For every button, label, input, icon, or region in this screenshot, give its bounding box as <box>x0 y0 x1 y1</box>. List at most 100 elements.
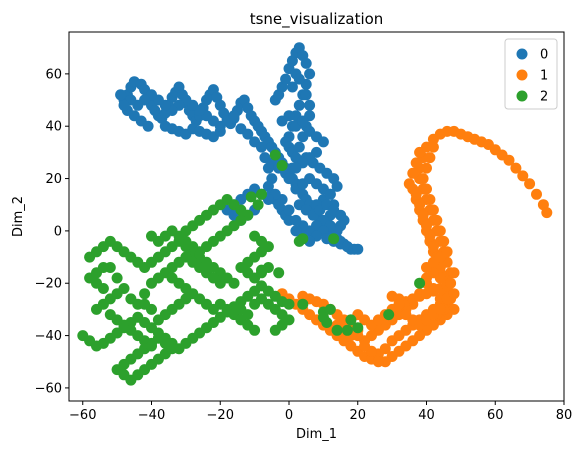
series-2 <box>77 149 426 386</box>
point-series-0 <box>300 89 312 101</box>
x-tick-label: 0 <box>285 408 293 423</box>
point-series-0 <box>290 225 302 237</box>
point-series-0 <box>242 128 254 140</box>
point-series-1 <box>421 220 432 232</box>
point-series-0 <box>290 214 302 226</box>
point-series-1 <box>441 246 453 258</box>
point-series-1 <box>424 230 436 242</box>
point-series-1 <box>438 235 450 247</box>
point-series-1 <box>421 183 432 195</box>
point-series-0 <box>304 68 316 80</box>
plot-frame <box>68 31 565 402</box>
point-series-1 <box>503 154 515 166</box>
point-series-1 <box>445 277 457 289</box>
point-series-1 <box>421 162 432 174</box>
point-series-0 <box>118 99 130 111</box>
x-tick-label: −40 <box>138 408 165 423</box>
point-series-2 <box>317 311 329 323</box>
point-series-0 <box>293 73 305 85</box>
point-series-0 <box>317 136 329 148</box>
point-series-2 <box>383 309 395 321</box>
y-tick-label: −20 <box>35 277 62 292</box>
point-series-0 <box>280 73 292 85</box>
point-series-2 <box>297 298 309 310</box>
point-series-2 <box>283 298 295 310</box>
point-series-2 <box>341 324 353 336</box>
point-series-2 <box>252 199 264 211</box>
y-tick-label: −40 <box>35 329 62 344</box>
point-series-0 <box>352 243 364 255</box>
point-series-0 <box>297 115 309 127</box>
point-series-2 <box>146 340 157 352</box>
y-axis-ticks: −60 −40 −20 0 20 40 60 <box>35 67 69 396</box>
point-series-1 <box>427 204 439 216</box>
point-series-1 <box>417 173 429 185</box>
point-series-2 <box>269 324 281 336</box>
point-series-0 <box>324 188 336 200</box>
point-series-1 <box>517 170 529 182</box>
point-series-2 <box>139 298 151 310</box>
point-series-0 <box>286 81 298 93</box>
point-series-2 <box>245 191 257 203</box>
plot-area <box>77 42 553 386</box>
y-tick-label: 60 <box>45 67 62 82</box>
point-series-2 <box>214 277 226 289</box>
point-series-2 <box>111 364 123 376</box>
point-series-1 <box>297 290 309 302</box>
point-series-0 <box>256 141 267 153</box>
point-series-0 <box>300 57 312 69</box>
legend-label-0: 0 <box>540 48 548 63</box>
legend-marker-0 <box>516 48 528 60</box>
point-series-1 <box>427 141 439 153</box>
x-axis-ticks: −60 −40 −20 0 20 40 60 80 <box>69 401 572 423</box>
point-series-2 <box>328 233 340 245</box>
point-series-2 <box>235 303 247 315</box>
point-series-1 <box>417 209 429 221</box>
y-tick-label: 0 <box>54 224 62 239</box>
point-series-2 <box>146 230 157 242</box>
x-tick-label: −60 <box>69 408 96 423</box>
point-series-1 <box>431 214 443 226</box>
point-series-0 <box>283 110 295 122</box>
point-series-1 <box>448 267 460 279</box>
point-series-0 <box>115 89 127 101</box>
point-series-0 <box>304 99 316 111</box>
point-series-0 <box>293 99 305 111</box>
legend-marker-1 <box>516 69 528 81</box>
point-series-1 <box>359 340 371 352</box>
point-series-1 <box>403 178 415 190</box>
point-series-0 <box>283 173 295 185</box>
point-series-2 <box>331 324 343 336</box>
chart-title: tsne_visualization <box>250 10 384 29</box>
point-series-1 <box>372 356 384 368</box>
x-tick-label: 40 <box>418 408 435 423</box>
x-tick-label: 20 <box>349 408 366 423</box>
point-series-1 <box>434 303 446 315</box>
point-series-2 <box>345 314 357 326</box>
x-axis-label: Dim_1 <box>296 427 337 442</box>
point-series-1 <box>531 188 542 200</box>
point-series-1 <box>424 152 436 164</box>
point-series-1 <box>448 288 460 300</box>
x-tick-label: 80 <box>556 408 573 423</box>
legend: 0 1 2 <box>504 38 558 110</box>
point-series-1 <box>434 225 446 237</box>
point-series-1 <box>427 241 439 253</box>
point-series-2 <box>152 314 164 326</box>
legend-label-2: 2 <box>540 90 548 105</box>
point-series-1 <box>510 162 522 174</box>
point-series-0 <box>283 204 295 216</box>
point-series-1 <box>414 146 426 158</box>
point-series-1 <box>379 343 391 355</box>
point-series-2 <box>293 235 305 247</box>
point-series-2 <box>324 303 336 315</box>
x-tick-label: −20 <box>207 408 234 423</box>
point-series-2 <box>269 149 281 161</box>
point-series-0 <box>228 110 240 122</box>
point-series-1 <box>424 194 436 205</box>
y-tick-label: 20 <box>45 172 62 187</box>
point-series-2 <box>414 277 426 289</box>
point-series-2 <box>352 322 364 334</box>
point-series-0 <box>142 120 154 132</box>
